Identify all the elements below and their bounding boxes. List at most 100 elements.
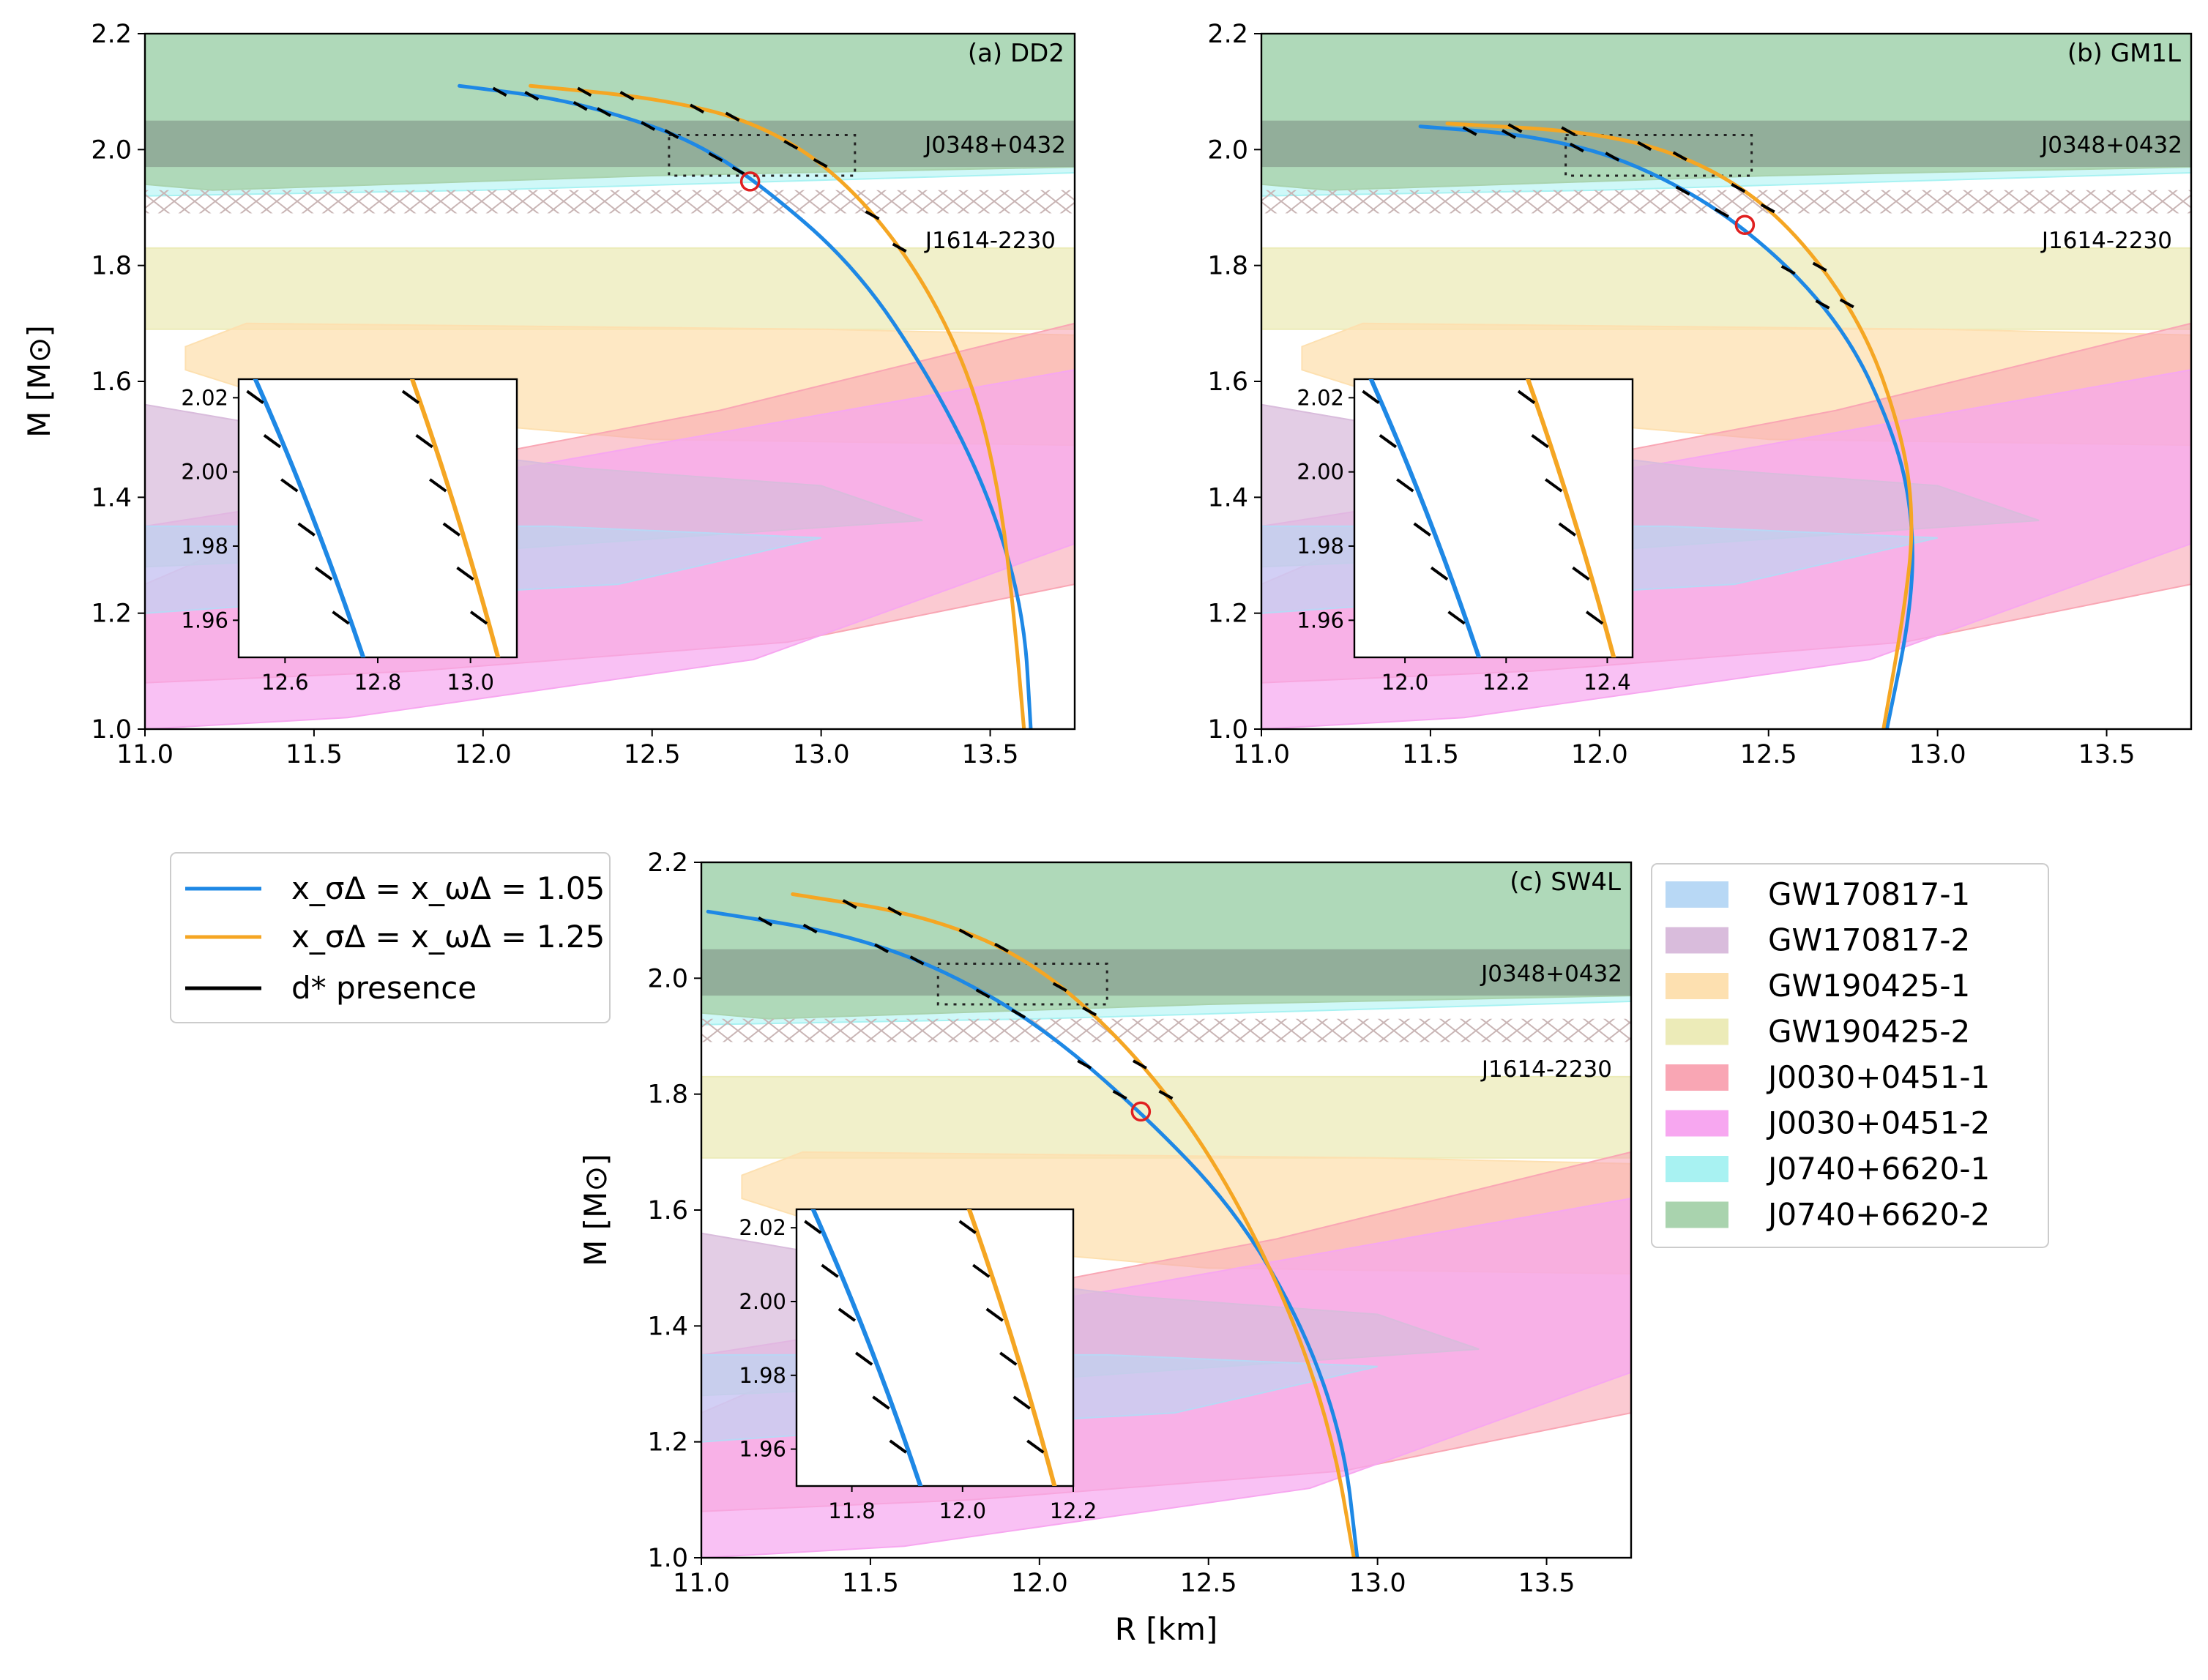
inset-dstar-mark [854, 1351, 873, 1366]
y-tick-label: 2.2 [91, 20, 132, 49]
inset-dstar-mark [314, 566, 333, 581]
panel-c-pulsar-2: J1614-2230 [1480, 1056, 1612, 1083]
inset-frame [795, 1208, 1075, 1487]
panel-a: 12.6 12.8 13.0 1.96 1.98 2.00 2.02 (a) DD2 J03… [21, 20, 1076, 769]
inset-dstar-mark [1531, 434, 1549, 449]
legend-swatch [1666, 881, 1728, 908]
y-tick-label: 1.6 [647, 1196, 688, 1225]
y-tick-label: 1.4 [647, 1312, 688, 1341]
inset-dstar-mark [415, 434, 433, 449]
x-tick-label: 12.5 [1740, 740, 1797, 769]
inset-dstar-mark [1545, 478, 1563, 493]
inset-x-tick-label: 11.8 [828, 1498, 876, 1523]
panel-c-ylabel: M [M⊙] [578, 1154, 613, 1266]
y-tick-label: 1.0 [1207, 715, 1248, 744]
dstar-mark [1052, 982, 1067, 993]
dstar-mark [572, 101, 588, 111]
dstar-mark [1637, 141, 1652, 152]
y-tick-label: 2.2 [647, 848, 688, 878]
inset-frame [237, 378, 518, 659]
y-tick-label: 1.8 [1207, 252, 1248, 281]
x-tick-label: 12.0 [1571, 740, 1628, 769]
panel-a-pulsar-2: J1614-2230 [924, 228, 1056, 254]
dstar-mark [887, 906, 903, 916]
dstar-mark [1672, 151, 1687, 161]
dstar-mark [1507, 123, 1523, 133]
pulsar-band-j1614 [1261, 190, 2191, 214]
legend-region-label: GW190425-2 [1768, 1014, 1970, 1050]
x-tick-label: 11.0 [673, 1569, 730, 1598]
y-tick-label: 1.0 [91, 715, 132, 744]
panel-a-pulsar-1: J0348+0432 [923, 132, 1066, 158]
inset-x-tick-label: 12.0 [1381, 670, 1429, 695]
dstar-mark [958, 928, 974, 938]
inset-dstar-mark [263, 434, 282, 449]
inset-dstar-mark [1413, 522, 1431, 537]
dstar-mark [1082, 1006, 1097, 1017]
mr-curve-blue [458, 83, 1033, 729]
x-tick-label: 13.5 [1518, 1569, 1575, 1598]
dstar-mark [708, 152, 723, 163]
mr-curve-orange [529, 83, 1026, 729]
y-tick-label: 1.4 [1207, 483, 1248, 512]
inset-dstar-mark [804, 1220, 822, 1234]
legend-label-black: d* presence [291, 970, 477, 1006]
y-tick-label: 1.8 [647, 1080, 688, 1110]
inset-curve-orange [966, 1209, 1057, 1486]
x-tick-label: 12.0 [1011, 1569, 1068, 1598]
inset-dstar-mark [429, 478, 447, 493]
y-tick-label: 1.6 [1207, 367, 1248, 397]
dstar-mark [725, 111, 740, 122]
x-tick-label: 12.0 [455, 740, 512, 769]
dstar-mark [1112, 1089, 1127, 1100]
dstar-mark [1569, 142, 1584, 153]
dstar-mark [994, 942, 1009, 953]
x-tick-label: 11.5 [1402, 740, 1459, 769]
legend-region-label: GW170817-1 [1768, 876, 1970, 912]
inset-dstar-mark [246, 389, 264, 404]
inset-x-tick-label: 12.4 [1584, 670, 1631, 695]
dstar-mark [1812, 261, 1827, 272]
pulsar-band-j1614 [145, 190, 1075, 214]
inset-dstar-mark [401, 389, 420, 404]
legend-swatch [1666, 1018, 1728, 1045]
mr-curve-blue [1418, 124, 1914, 729]
legend-swatch [1666, 1064, 1728, 1091]
dstar-mark [1731, 183, 1746, 193]
y-tick-label: 1.2 [91, 600, 132, 629]
inset-dstar-mark [999, 1351, 1018, 1366]
dstar-mark [1077, 1059, 1092, 1069]
inset-y-tick-label: 2.02 [1297, 385, 1344, 410]
x-tick-label: 13.5 [962, 740, 1019, 769]
legend-lines: x_σΔ = x_ωΔ = 1.05 x_σΔ = x_ωΔ = 1.25 d*… [170, 852, 611, 1023]
inset-curve-orange [409, 379, 501, 657]
inset-x-tick-label: 12.0 [939, 1498, 987, 1523]
mr-curve-orange [791, 892, 1356, 1558]
panel-a-ylabel: M [M⊙] [21, 325, 57, 438]
dstar-mark [1132, 1059, 1147, 1069]
panel-b-pulsar-1: J0348+0432 [2040, 132, 2182, 158]
inset-y-tick-label: 1.98 [1297, 534, 1344, 559]
x-tick-label: 13.0 [1909, 740, 1966, 769]
zoom-box [1564, 134, 1753, 177]
y-tick-label: 2.0 [1207, 135, 1248, 165]
dstar-mark [842, 899, 857, 909]
dstar-mark [1714, 208, 1729, 218]
dstar-onset-marker [739, 171, 761, 192]
inset-frame [1353, 378, 1634, 659]
panel-c-pulsar-1: J0348+0432 [1480, 960, 1622, 987]
inset-x-tick-label: 12.8 [354, 670, 402, 695]
pulsar-band-j1614 [701, 1018, 1631, 1042]
region-gw190425-2 [145, 247, 1075, 330]
panel-c-title: (c) SW4L [1510, 867, 1621, 897]
panel-b: 12.0 12.2 12.4 1.96 1.98 2.00 2.02 (b) GM1L J0… [1207, 20, 2193, 769]
legend-swatch [1666, 1201, 1728, 1228]
inset-dstar-mark [889, 1439, 907, 1454]
inset-dstar-mark [1585, 611, 1604, 625]
x-tick-label: 11.5 [842, 1569, 899, 1598]
legend-region-label: GW190425-1 [1768, 968, 1970, 1004]
legend-region-label: J0740+6620-1 [1766, 1151, 1990, 1187]
y-tick-label: 1.0 [647, 1544, 688, 1573]
pulsar-band-j0348 [701, 949, 1631, 996]
inset-curve-blue [1368, 379, 1482, 657]
